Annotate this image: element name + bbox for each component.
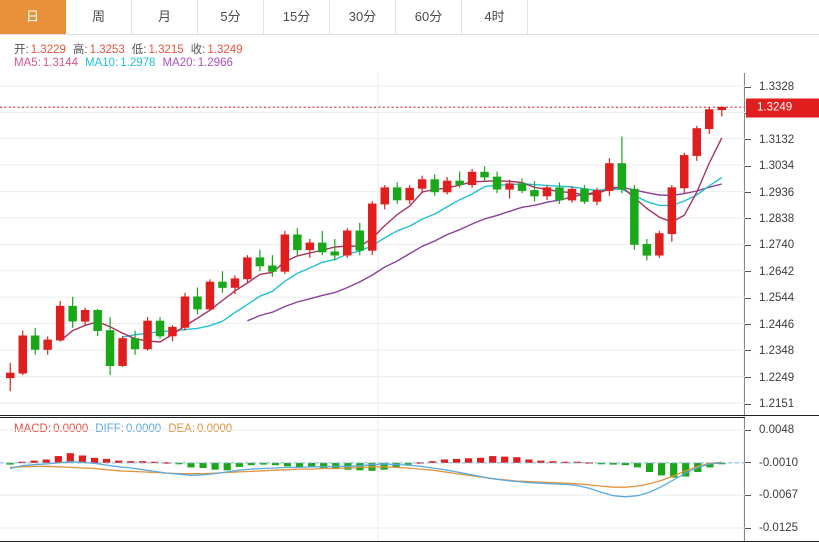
tab-3[interactable]: 5分 (198, 0, 264, 34)
tab-5[interactable]: 30分 (330, 0, 396, 34)
price-axis-label: 1.3328 (759, 81, 795, 93)
price-chart-plot[interactable] (0, 73, 745, 415)
legend-value: 1.3144 (42, 57, 79, 69)
price-axis-tick (745, 271, 751, 273)
price-axis-label: 1.2838 (759, 212, 795, 225)
price-axis-label: 1.2249 (759, 371, 795, 384)
legend-value: 0.0000 (53, 423, 89, 435)
macd-axis-tick (745, 429, 751, 431)
price-axis-label: 1.3132 (759, 133, 795, 146)
macd-canvas (0, 418, 745, 541)
macd-axis-label: -0.0125 (759, 522, 799, 534)
price-axis-label: 1.2446 (759, 318, 795, 331)
price-axis-tick (745, 192, 751, 194)
legend-value: 1.2966 (197, 57, 233, 69)
price-axis-tick (745, 350, 751, 352)
price-axis-tick (745, 86, 751, 88)
legend-value: 0.0000 (126, 423, 162, 435)
legend-key: DEA: (168, 423, 196, 435)
tab-7[interactable]: 4时 (462, 0, 528, 34)
price-axis-tick (745, 377, 751, 379)
price-axis-label: 1.2936 (759, 186, 795, 199)
tabbar-filler (528, 0, 819, 34)
tab-1[interactable]: 周 (66, 0, 132, 34)
price-axis-tick (745, 324, 751, 326)
legend-key: MA10: (85, 57, 119, 69)
candlestick-canvas (0, 73, 745, 415)
legend-item-MA10: MA10: 1.2978 (85, 57, 155, 69)
legend-key: 低: (131, 44, 147, 56)
price-axis-tick (745, 403, 751, 405)
legend-value: 1.3229 (30, 44, 66, 56)
legend-key: 高: (72, 44, 88, 56)
macd-axis-label: -0.0067 (759, 489, 799, 502)
tab-2[interactable]: 月 (132, 0, 198, 34)
current-price-badge: 1.3249 (746, 98, 819, 118)
timeframe-tabbar: 日周月 5分 15分 30分 60分 4时 (0, 0, 819, 35)
legend-item-低: 低: 1.3215 (132, 44, 184, 56)
legend-key: MA20: (162, 57, 196, 69)
macd-axis-label: 0.0048 (759, 424, 795, 436)
price-axis-label: 1.2642 (759, 265, 795, 278)
legend-item-MACD: MACD: 0.0000 (14, 423, 88, 435)
legend-value: 1.3249 (207, 44, 243, 56)
macd-axis-label: -0.0010 (759, 456, 799, 469)
price-axis-label: 1.2740 (759, 239, 795, 252)
macd-axis-tick (745, 527, 751, 529)
price-axis-tick (745, 244, 751, 246)
price-axis: 1.33281.32301.31321.30341.29361.28381.27… (745, 73, 819, 415)
legend-key: DIFF: (95, 423, 124, 435)
legend-item-MA5: MA5: 1.3144 (14, 57, 78, 69)
legend-key: 开: (14, 44, 29, 56)
tab-4[interactable]: 15分 (264, 0, 330, 34)
legend-value: 1.3215 (148, 44, 184, 56)
price-axis-tick (745, 139, 751, 141)
price-axis-tick (745, 165, 751, 167)
legend-item-DEA: DEA: 0.0000 (168, 423, 232, 435)
legend-key: MA5: (14, 57, 41, 69)
legend-item-开: 开: 1.3229 (14, 44, 66, 56)
legend-value: 1.3253 (89, 44, 125, 56)
macd-axis-tick (745, 462, 751, 464)
tab-0[interactable]: 日 (0, 0, 66, 34)
ohlc-legend: 开: 1.3229 高: 1.3253 低: 1.3215 收: 1.3249 (14, 41, 250, 57)
price-axis-label: 1.3034 (759, 160, 795, 173)
macd-axis-tick (745, 494, 751, 496)
ma-legend: MA5: 1.3144 MA10: 1.2978 MA20: 1.2966 (14, 57, 240, 69)
legend-key: MACD: (14, 423, 52, 435)
tab-6[interactable]: 60分 (396, 0, 462, 34)
legend-item-高: 高: 1.3253 (73, 44, 125, 56)
price-axis-label: 1.2348 (759, 344, 795, 357)
panel-divider (0, 415, 819, 416)
legend-key: 收: (190, 44, 206, 56)
legend-value: 1.2978 (120, 57, 156, 69)
macd-legend: MACD: 0.0000 DIFF: 0.0000 DEA: 0.0000 (14, 423, 239, 435)
price-axis-label: 1.2151 (759, 398, 795, 410)
legend-item-收: 收: 1.3249 (191, 44, 243, 56)
macd-axis: 0.0048 -0.0010 -0.0067 -0.0125 (745, 417, 819, 541)
legend-item-DIFF: DIFF: 0.0000 (95, 423, 161, 435)
legend-item-MA20: MA20: 1.2966 (162, 57, 232, 69)
price-axis-tick (745, 218, 751, 220)
macd-plot[interactable] (0, 417, 745, 541)
price-axis-label: 1.2544 (759, 292, 795, 305)
legend-value: 0.0000 (197, 423, 233, 435)
price-axis-tick (745, 297, 751, 299)
